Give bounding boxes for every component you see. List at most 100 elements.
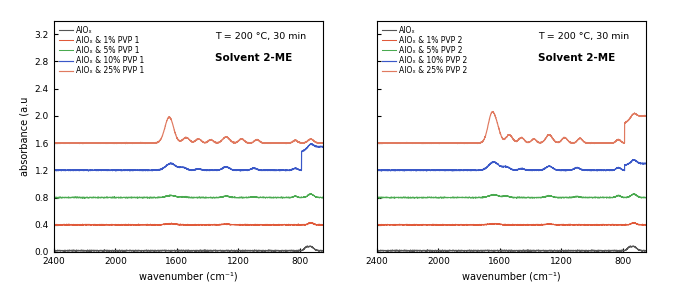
AlOₓ	[50, 248, 58, 252]
Text: Solvent 2-ME: Solvent 2-ME	[215, 53, 293, 63]
AlOₓ	[642, 249, 650, 253]
Line: AlOₓ & 5% PVP 2: AlOₓ & 5% PVP 2	[377, 194, 646, 198]
AlOₓ & 1% PVP 1	[306, 221, 314, 224]
AlOₓ	[404, 249, 412, 253]
AlOₓ & 10% PVP 1	[314, 145, 322, 148]
AlOₓ & 5% PVP 1	[165, 194, 173, 197]
Line: AlOₓ & 5% PVP 1: AlOₓ & 5% PVP 1	[54, 194, 323, 198]
AlOₓ & 1% PVP 2	[373, 223, 381, 226]
AlOₓ & 5% PVP 2	[488, 193, 496, 197]
AlOₓ	[419, 248, 427, 252]
AlOₓ & 1% PVP 1	[50, 223, 58, 226]
AlOₓ & 10% PVP 1	[112, 169, 120, 173]
AlOₓ	[637, 249, 645, 252]
AlOₓ & 25% PVP 2	[489, 110, 497, 113]
AlOₓ & 25% PVP 2	[476, 141, 485, 144]
AlOₓ & 10% PVP 1	[153, 168, 162, 172]
Legend: AlOₓ, AlOₓ & 1% PVP 1, AlOₓ & 5% PVP 1, AlOₓ & 10% PVP 1, AlOₓ & 25% PVP 1: AlOₓ, AlOₓ & 1% PVP 1, AlOₓ & 5% PVP 1, …	[58, 24, 146, 77]
AlOₓ	[153, 249, 161, 253]
AlOₓ & 1% PVP 1	[165, 222, 173, 226]
AlOₓ & 1% PVP 2	[419, 223, 427, 226]
X-axis label: wavenumber (cm⁻¹): wavenumber (cm⁻¹)	[462, 271, 561, 281]
Line: AlOₓ & 10% PVP 2: AlOₓ & 10% PVP 2	[377, 160, 646, 171]
AlOₓ	[504, 250, 512, 253]
AlOₓ & 25% PVP 1	[285, 142, 293, 145]
AlOₓ & 5% PVP 1	[314, 196, 322, 199]
AlOₓ & 10% PVP 2	[608, 168, 616, 172]
AlOₓ	[181, 250, 189, 253]
AlOₓ & 10% PVP 2	[373, 168, 381, 172]
AlOₓ & 25% PVP 2	[435, 142, 444, 145]
AlOₓ & 10% PVP 2	[637, 162, 645, 166]
AlOₓ & 1% PVP 1	[314, 223, 322, 227]
AlOₓ & 25% PVP 2	[637, 115, 645, 118]
AlOₓ & 10% PVP 1	[307, 142, 315, 146]
AlOₓ & 1% PVP 2	[637, 223, 645, 226]
AlOₓ & 5% PVP 2	[373, 195, 381, 199]
AlOₓ & 1% PVP 2	[476, 223, 485, 226]
AlOₓ & 25% PVP 2	[488, 111, 496, 114]
AlOₓ	[488, 249, 496, 252]
AlOₓ & 5% PVP 1	[50, 195, 58, 199]
AlOₓ & 25% PVP 1	[165, 115, 173, 119]
AlOₓ & 10% PVP 1	[81, 168, 89, 172]
AlOₓ & 5% PVP 1	[145, 196, 153, 200]
AlOₓ & 5% PVP 2	[631, 192, 639, 196]
AlOₓ & 10% PVP 1	[50, 168, 58, 172]
AlOₓ	[373, 248, 381, 252]
AlOₓ & 1% PVP 2	[386, 224, 394, 227]
AlOₓ & 5% PVP 1	[307, 192, 315, 195]
AlOₓ & 5% PVP 1	[285, 196, 293, 199]
AlOₓ & 1% PVP 2	[404, 223, 412, 226]
AlOₓ	[96, 248, 104, 252]
AlOₓ	[476, 249, 484, 253]
AlOₓ & 5% PVP 1	[319, 196, 327, 199]
AlOₓ & 10% PVP 1	[319, 145, 327, 149]
AlOₓ & 5% PVP 2	[472, 196, 480, 200]
AlOₓ & 10% PVP 1	[285, 168, 293, 172]
AlOₓ & 1% PVP 2	[631, 221, 639, 224]
AlOₓ & 10% PVP 1	[96, 168, 104, 172]
AlOₓ & 25% PVP 1	[153, 140, 162, 144]
AlOₓ & 1% PVP 1	[182, 224, 190, 227]
AlOₓ & 5% PVP 2	[608, 195, 616, 199]
AlOₓ & 1% PVP 1	[153, 223, 161, 227]
AlOₓ	[303, 244, 311, 248]
AlOₓ	[165, 249, 173, 252]
AlOₓ & 5% PVP 2	[642, 196, 650, 199]
AlOₓ	[81, 249, 89, 253]
Text: Solvent 2-ME: Solvent 2-ME	[538, 53, 616, 63]
AlOₓ & 1% PVP 1	[319, 223, 327, 226]
AlOₓ & 25% PVP 2	[404, 141, 412, 145]
AlOₓ & 5% PVP 2	[476, 196, 485, 199]
AlOₓ & 10% PVP 2	[419, 168, 427, 172]
AlOₓ & 10% PVP 2	[423, 169, 431, 173]
AlOₓ	[319, 249, 327, 253]
Legend: AlOₓ, AlOₓ & 1% PVP 2, AlOₓ & 5% PVP 2, AlOₓ & 10% PVP 2, AlOₓ & 25% PVP 2: AlOₓ, AlOₓ & 1% PVP 2, AlOₓ & 5% PVP 2, …	[381, 24, 469, 77]
AlOₓ & 10% PVP 1	[165, 162, 173, 166]
Line: AlOₓ & 10% PVP 1: AlOₓ & 10% PVP 1	[54, 144, 323, 171]
AlOₓ & 10% PVP 2	[630, 158, 638, 161]
AlOₓ & 1% PVP 2	[488, 222, 496, 225]
AlOₓ	[626, 244, 634, 248]
AlOₓ & 10% PVP 2	[488, 161, 496, 164]
AlOₓ	[314, 249, 322, 252]
AlOₓ & 25% PVP 2	[608, 141, 616, 145]
Text: T = 200 °C, 30 min: T = 200 °C, 30 min	[215, 32, 306, 41]
AlOₓ & 1% PVP 1	[285, 223, 293, 226]
Line: AlOₓ: AlOₓ	[54, 246, 323, 251]
AlOₓ & 25% PVP 2	[642, 114, 650, 117]
AlOₓ & 25% PVP 2	[373, 141, 381, 145]
AlOₓ & 25% PVP 1	[50, 141, 58, 145]
AlOₓ & 5% PVP 2	[637, 196, 645, 199]
AlOₓ & 25% PVP 1	[81, 142, 89, 145]
AlOₓ & 5% PVP 1	[81, 196, 89, 199]
AlOₓ & 25% PVP 1	[79, 142, 87, 146]
AlOₓ & 5% PVP 2	[404, 196, 412, 200]
AlOₓ & 10% PVP 2	[642, 162, 650, 166]
AlOₓ & 5% PVP 2	[419, 196, 427, 200]
Y-axis label: absorbance (a.u: absorbance (a.u	[19, 97, 29, 176]
Line: AlOₓ & 25% PVP 1: AlOₓ & 25% PVP 1	[54, 117, 323, 144]
AlOₓ & 1% PVP 2	[642, 223, 650, 226]
AlOₓ & 10% PVP 2	[476, 168, 485, 171]
